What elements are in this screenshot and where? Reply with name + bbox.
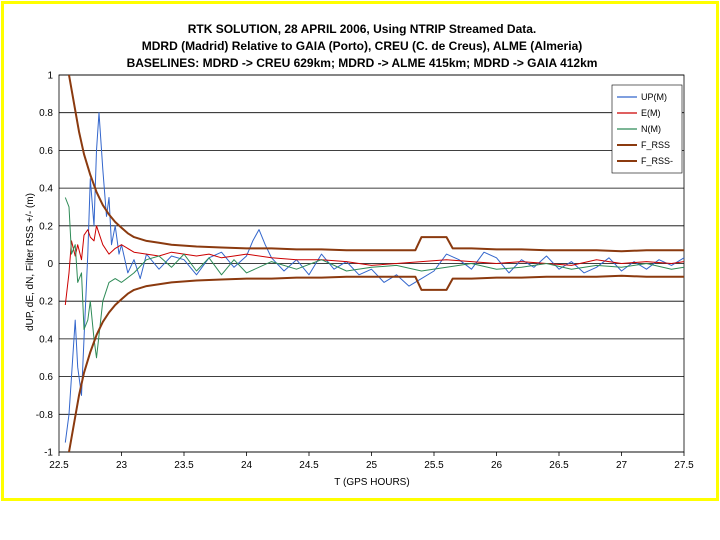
x-tick-label: 25 [366,460,378,471]
x-tick-label: 27.5 [674,460,694,471]
y-tick-label: 0.4 [39,334,53,345]
x-tick-label: 27 [616,460,628,471]
y-tick-label: 0.2 [39,221,53,232]
chart-title-line-1: RTK SOLUTION, 28 APRIL 2006, Using NTRIP… [188,22,537,36]
legend-label: F_RSS [641,140,670,150]
chart-title-line-2: MDRD (Madrid) Relative to GAIA (Porto), … [142,39,582,53]
series-line-2 [64,197,685,359]
x-tick-label: 23 [116,460,128,471]
y-tick-label: 0.6 [39,146,53,157]
y-tick-label: -0.8 [36,410,54,421]
series-line-4 [68,274,684,453]
series-line-3 [68,74,684,253]
chart-title-line-3: BASELINES: MDRD -> CREU 629km; MDRD -> A… [127,56,598,70]
legend-label: UP(M) [641,92,667,102]
y-tick-labels: 1 0.8 0.6 0.4 0.2 0 0.2 0.4 0.6 -0.8 -1 [36,71,54,459]
x-tick-label: 26 [491,460,503,471]
grid-lines [59,74,684,453]
series-layer [64,74,685,453]
y-axis-label: dUP, dE, dN, Filter RSS +/- (m) [25,193,36,331]
x-tick-label: 25.5 [424,460,444,471]
y-tick-label: 0.6 [39,372,53,383]
legend-label: F_RSS- [641,156,673,166]
x-axis-label: T (GPS HOURS) [334,477,409,488]
x-tick-label: 22.5 [49,460,69,471]
legend: UP(M) E(M) N(M) F_RSS F_RSS- [611,84,683,174]
legend-label: N(M) [641,124,661,134]
x-tick-label: 24 [241,460,253,471]
x-tick-labels: 22.5 23 23.5 24 24.5 25 25.5 26 26.5 27 27.5 [49,452,694,471]
y-tick-label: 0 [47,259,53,270]
series-line-1 [64,225,685,306]
y-tick-label: 1 [47,71,53,82]
y-tick-label: 0.8 [39,108,53,119]
y-tick-label: 0.2 [39,297,53,308]
legend-label: E(M) [641,108,661,118]
series-line-0 [64,112,685,443]
x-tick-label: 23.5 [174,460,194,471]
x-tick-label: 24.5 [299,460,319,471]
y-tick-label: 0.4 [39,184,53,195]
x-tick-label: 26.5 [549,460,569,471]
y-tick-label: -1 [44,448,53,459]
